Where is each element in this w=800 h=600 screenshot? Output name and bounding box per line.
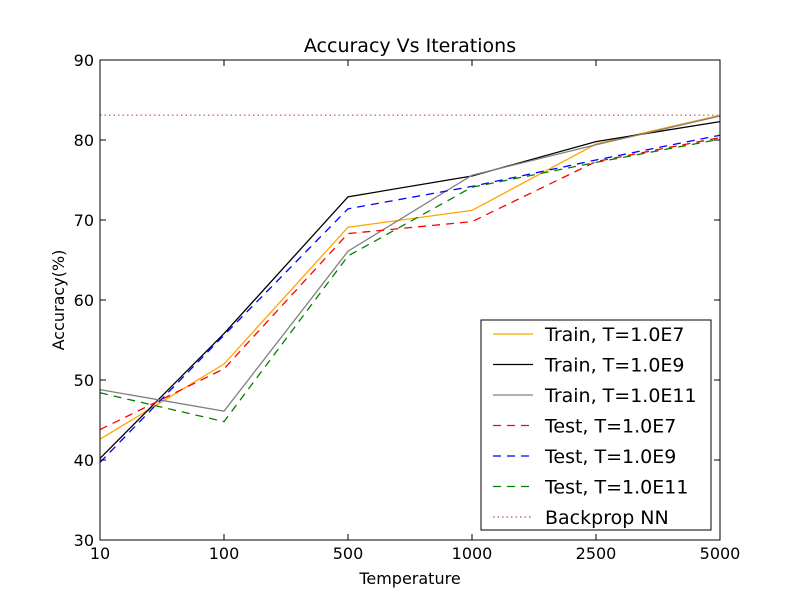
legend-label: Backprop NN (545, 507, 669, 529)
y-tick-label: 40 (74, 451, 94, 470)
x-tick-label: 10 (90, 544, 110, 563)
legend-label: Test, T=1.0E9 (544, 446, 676, 468)
x-tick-label: 500 (333, 544, 364, 563)
y-tick-label: 90 (74, 51, 94, 70)
series-layer (99, 114, 721, 463)
x-axis-label: Temperature (358, 569, 460, 588)
series-line-2 (99, 115, 721, 412)
legend-box (480, 319, 712, 531)
x-tick-label: 100 (209, 544, 240, 563)
legend-label: Train, T=1.0E11 (544, 385, 697, 407)
legend-label: Test, T=1.0E7 (544, 416, 676, 438)
series-line-0 (99, 114, 721, 440)
y-tick-label: 80 (74, 131, 94, 150)
legend-label: Test, T=1.0E11 (544, 477, 688, 499)
chart-title: Accuracy Vs Iterations (304, 35, 516, 57)
y-tick-label: 30 (74, 531, 94, 550)
y-axis-label: Accuracy(%) (49, 250, 68, 351)
series-line-3 (99, 136, 721, 431)
y-tick-label: 70 (74, 211, 94, 230)
x-tick-label: 2500 (576, 544, 617, 563)
legend-label: Train, T=1.0E9 (544, 355, 685, 377)
x-tick-label: 1000 (452, 544, 493, 563)
legend: Train, T=1.0E7 Train, T=1.0E9 Train, T=1.0… (480, 319, 712, 531)
y-tick-label: 60 (74, 291, 94, 310)
y-tick-label: 50 (74, 371, 94, 390)
x-tick-label: 5000 (700, 544, 741, 563)
series-line-1 (99, 120, 721, 459)
legend-label: Train, T=1.0E7 (544, 324, 685, 346)
ticks-layer: 10 100 500 1000 2500 5000 30 40 50 60 70 80 90 (74, 51, 741, 563)
series-line-5 (99, 138, 721, 423)
